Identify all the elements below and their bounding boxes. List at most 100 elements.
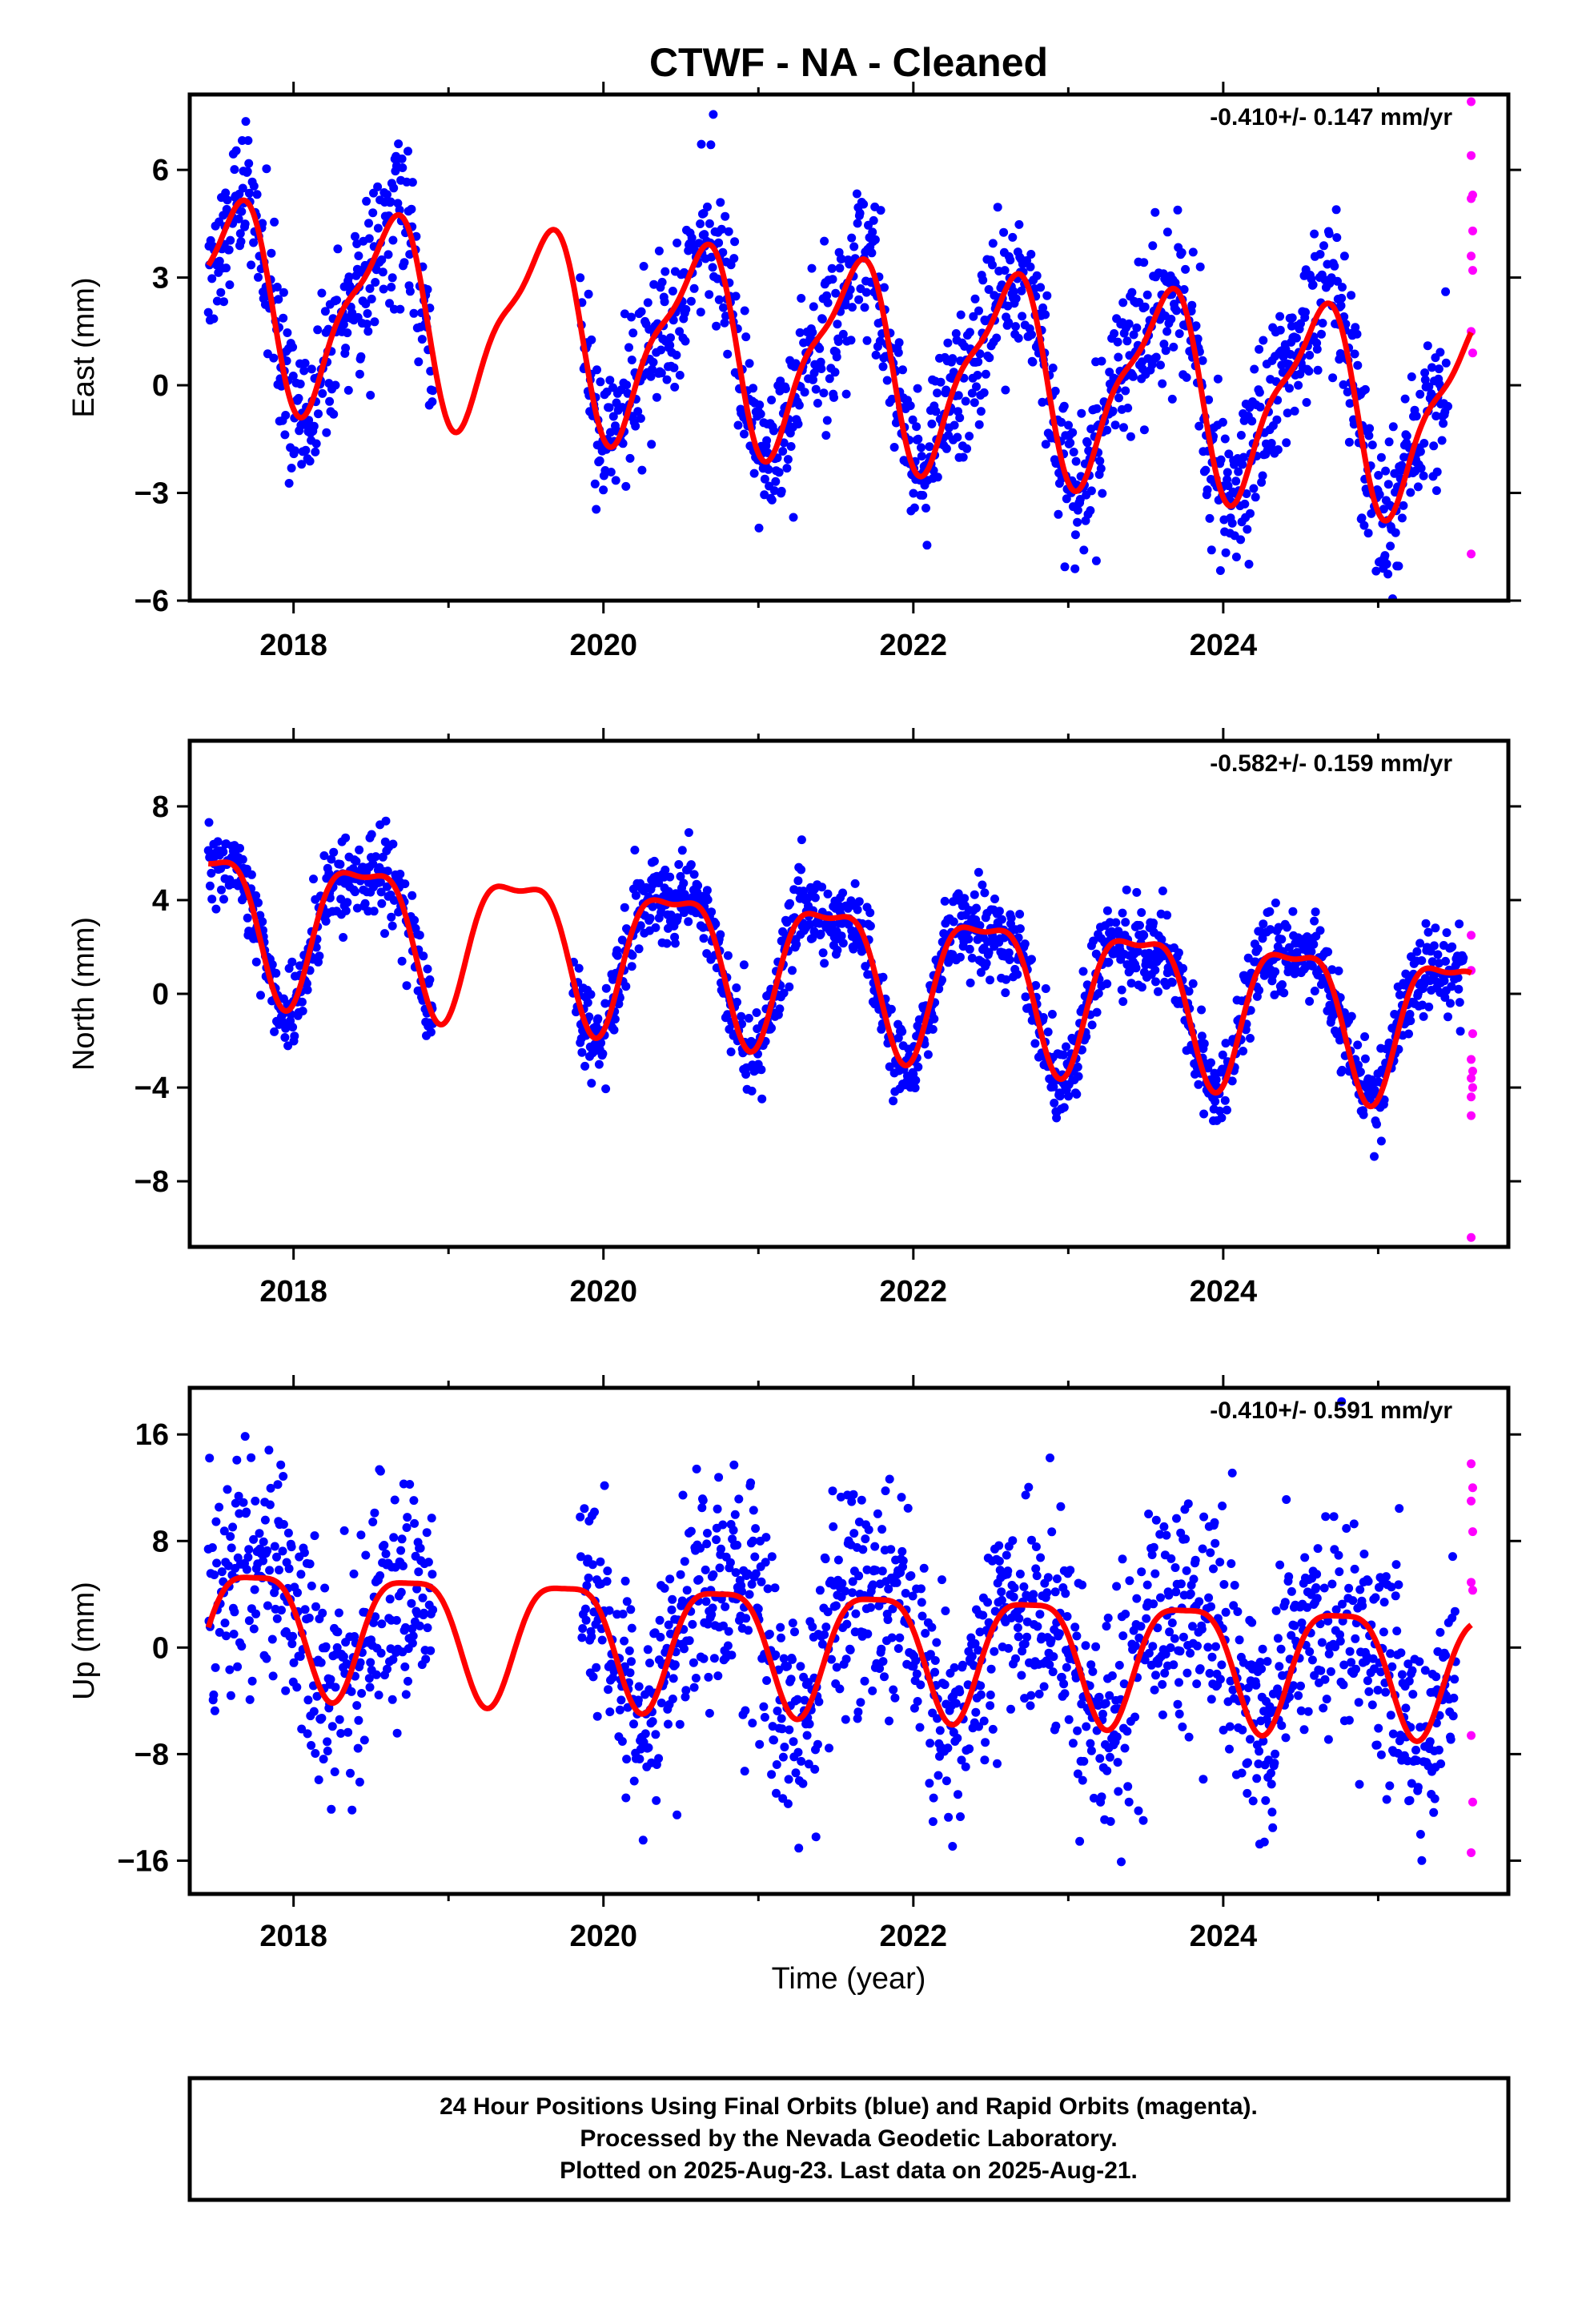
final-orbit-point [1089, 936, 1098, 946]
final-orbit-point [400, 879, 410, 889]
final-orbit-point [321, 1642, 331, 1651]
final-orbit-point [234, 1491, 243, 1501]
final-orbit-point [1158, 379, 1167, 388]
final-orbit-point [665, 1574, 675, 1584]
final-orbit-point [1406, 488, 1415, 497]
final-orbit-point [1326, 1667, 1335, 1676]
final-orbit-point [215, 256, 224, 266]
final-orbit-point [788, 1618, 797, 1628]
final-orbit-point [1167, 1618, 1177, 1627]
final-orbit-point [583, 998, 592, 1007]
final-orbit-point [1308, 280, 1318, 290]
final-orbit-point [1257, 1664, 1267, 1674]
final-orbit-point [371, 852, 380, 862]
final-orbit-point [1197, 1031, 1207, 1041]
final-orbit-point [779, 1654, 789, 1663]
final-orbit-point [1324, 229, 1334, 239]
final-orbit-point [311, 943, 321, 952]
final-orbit-point [1225, 1744, 1234, 1754]
final-orbit-point [761, 1533, 771, 1542]
final-orbit-point [279, 1472, 288, 1481]
final-orbit-point [396, 1587, 406, 1597]
final-orbit-point [1031, 981, 1041, 990]
final-orbit-point [318, 388, 327, 398]
final-orbit-point [743, 1569, 753, 1578]
final-orbit-point [1317, 1638, 1327, 1647]
final-orbit-point [1408, 1690, 1418, 1699]
final-orbit-point [791, 1768, 801, 1778]
final-orbit-point [307, 364, 316, 374]
final-orbit-point [974, 357, 983, 367]
final-orbit-point [1312, 1594, 1322, 1603]
final-orbit-point [929, 1793, 938, 1803]
final-orbit-point [1129, 330, 1138, 340]
final-orbit-point [1139, 425, 1149, 435]
final-orbit-point [336, 1729, 346, 1738]
final-orbit-point [1122, 1727, 1132, 1736]
x-tick-label: 2024 [1190, 1275, 1258, 1309]
final-orbit-point [890, 1693, 900, 1703]
final-orbit-point [1217, 1660, 1227, 1670]
final-orbit-point [307, 1581, 316, 1590]
final-orbit-point [424, 1558, 433, 1567]
final-orbit-point [780, 1743, 789, 1751]
final-orbit-point [1101, 1699, 1110, 1708]
final-orbit-point [1201, 465, 1211, 475]
final-orbit-point [1021, 1490, 1030, 1500]
final-orbit-point [1079, 545, 1089, 555]
rapid-orbit-point [1467, 1073, 1476, 1083]
final-orbit-point [1387, 1662, 1397, 1671]
final-orbit-point [1439, 419, 1448, 428]
x-tick-label: 2018 [259, 629, 327, 662]
final-orbit-point [1162, 1530, 1171, 1540]
final-orbit-point [1240, 499, 1250, 509]
final-orbit-point [1207, 1058, 1215, 1068]
final-orbit-point [943, 338, 953, 348]
final-orbit-point [1102, 979, 1112, 988]
final-orbit-point [389, 895, 399, 905]
final-orbit-point [1033, 1622, 1042, 1631]
final-orbit-point [1078, 1775, 1087, 1785]
final-orbit-point [404, 1676, 412, 1686]
final-orbit-point [1110, 420, 1120, 430]
final-orbit-point [610, 1015, 620, 1024]
final-orbit-point [1242, 489, 1251, 498]
final-orbit-point [588, 1672, 598, 1682]
final-orbit-point [203, 846, 213, 855]
final-orbit-point [1359, 521, 1369, 530]
final-orbit-point [225, 1665, 235, 1675]
final-orbit-point [755, 1739, 765, 1749]
y-tick-label: 6 [152, 154, 169, 187]
final-orbit-point [1344, 1715, 1354, 1725]
final-orbit-point [903, 1503, 913, 1513]
final-orbit-point [398, 163, 408, 172]
x-tick-label: 2022 [880, 629, 948, 662]
final-orbit-point [753, 1604, 763, 1614]
final-orbit-point [965, 944, 974, 954]
final-orbit-point [665, 872, 675, 882]
final-orbit-point [1440, 993, 1450, 1002]
final-orbit-point [1238, 460, 1247, 469]
final-orbit-point [698, 1496, 708, 1505]
final-orbit-point [986, 1664, 996, 1674]
final-orbit-point [956, 1812, 965, 1821]
final-orbit-point [1374, 1723, 1383, 1733]
final-orbit-point [697, 139, 706, 149]
final-orbit-point [699, 208, 709, 218]
final-orbit-point [993, 1759, 1002, 1768]
final-orbit-point [299, 1548, 309, 1558]
final-orbit-point [1209, 1564, 1218, 1574]
final-orbit-point [798, 1779, 808, 1788]
final-orbit-point [1207, 1652, 1217, 1662]
final-orbit-point [209, 1690, 219, 1699]
final-orbit-point [288, 1023, 298, 1032]
final-orbit-point [624, 343, 633, 352]
final-orbit-point [681, 1686, 691, 1695]
final-orbit-point [631, 421, 640, 431]
final-orbit-point [777, 1714, 786, 1723]
final-orbit-point [1046, 1635, 1056, 1645]
final-orbit-point [853, 905, 862, 915]
final-orbit-point [717, 1544, 725, 1554]
final-orbit-point [1136, 1622, 1146, 1631]
final-orbit-point [1275, 1662, 1284, 1671]
